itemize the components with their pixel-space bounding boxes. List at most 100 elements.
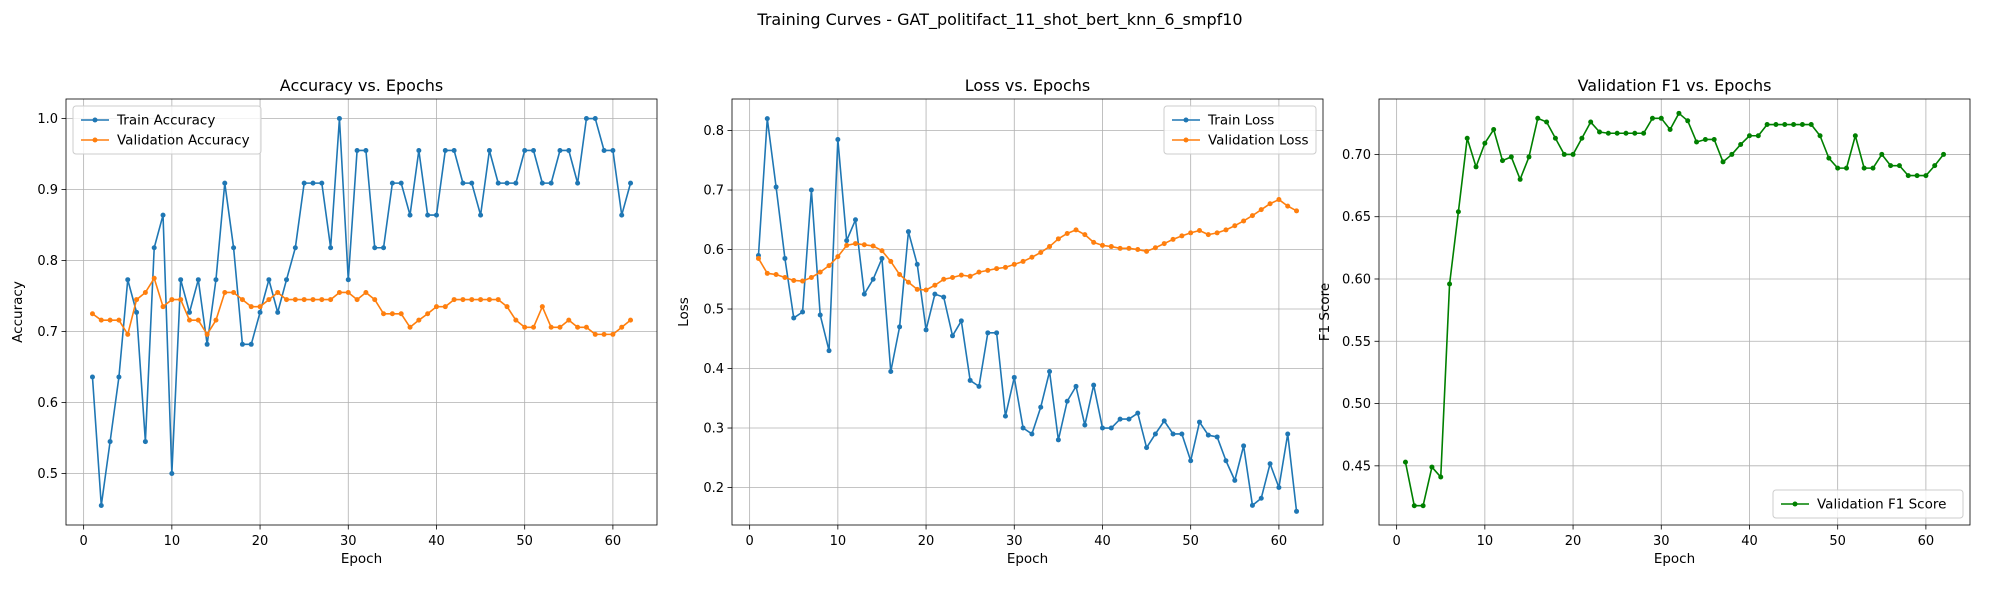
data-point <box>566 147 572 153</box>
data-point <box>433 212 439 218</box>
data-point <box>1064 398 1070 404</box>
data-point <box>1002 413 1008 419</box>
data-point <box>1579 135 1585 141</box>
x-tick-label: 60 <box>1271 534 1288 549</box>
data-point <box>1267 461 1273 467</box>
y-tick-label: 0.6 <box>703 243 724 258</box>
x-tick-label: 50 <box>1182 534 1199 549</box>
data-point <box>1276 485 1282 491</box>
x-tick-label: 10 <box>164 534 181 549</box>
data-point <box>504 304 510 310</box>
data-point <box>125 331 131 337</box>
data-point <box>186 317 192 323</box>
data-point <box>1188 458 1194 464</box>
data-point <box>1720 159 1726 165</box>
data-point <box>363 289 369 295</box>
data-point <box>354 147 360 153</box>
data-point <box>1923 173 1929 179</box>
legend-box <box>1163 105 1317 155</box>
data-point <box>1152 431 1158 437</box>
x-tick-label: 20 <box>918 534 935 549</box>
data-point <box>107 439 113 445</box>
data-point <box>345 277 351 283</box>
data-point <box>791 315 797 321</box>
data-point <box>1491 127 1497 133</box>
data-point <box>1588 119 1594 125</box>
data-point <box>478 297 484 303</box>
data-point <box>1746 133 1752 139</box>
legend-swatch-marker <box>1183 137 1189 143</box>
data-point <box>755 255 761 261</box>
data-point <box>835 254 841 260</box>
data-point <box>1170 431 1176 437</box>
y-tick-label: 0.8 <box>703 124 724 139</box>
data-point <box>204 341 210 347</box>
y-tick-label: 0.5 <box>703 303 724 318</box>
data-point <box>301 297 307 303</box>
data-point <box>1535 115 1541 121</box>
data-point <box>1641 130 1647 136</box>
data-point <box>1126 245 1132 251</box>
data-point <box>539 180 545 186</box>
data-point <box>548 324 554 330</box>
data-point <box>976 269 982 275</box>
data-point <box>231 245 237 251</box>
data-point <box>1685 118 1691 124</box>
data-point <box>1905 173 1911 179</box>
data-point <box>1161 418 1167 424</box>
y-tick-label: 1.0 <box>37 112 58 127</box>
data-point <box>231 289 237 295</box>
data-point <box>248 304 254 310</box>
accuracy-grid <box>66 99 657 525</box>
data-point <box>213 317 219 323</box>
data-point <box>1852 133 1858 139</box>
figure-title: Training Curves - GAT_politifact_11_shot… <box>756 10 1242 30</box>
series-line <box>757 117 1298 512</box>
data-point <box>416 147 422 153</box>
data-point <box>89 374 95 380</box>
data-point <box>292 245 298 251</box>
data-point <box>1870 165 1876 171</box>
data-point <box>186 309 192 315</box>
data-point <box>905 279 911 285</box>
data-point <box>628 317 634 323</box>
legend-box <box>72 105 262 155</box>
data-point <box>1214 434 1220 440</box>
data-point <box>160 304 166 310</box>
data-point <box>1135 410 1141 416</box>
x-tick-label: 30 <box>1653 534 1670 549</box>
data-point <box>381 245 387 251</box>
data-point <box>897 324 903 330</box>
data-point <box>116 374 122 380</box>
data-point <box>142 289 148 295</box>
data-point <box>469 297 475 303</box>
data-point <box>522 147 528 153</box>
data-point <box>601 147 607 153</box>
data-point <box>1029 254 1035 260</box>
data-point <box>451 297 457 303</box>
loss-chart-title: Loss vs. Epochs <box>965 76 1090 95</box>
data-point <box>1605 130 1611 136</box>
x-tick-label: 0 <box>1393 534 1401 549</box>
data-point <box>275 289 281 295</box>
data-point <box>539 304 545 310</box>
y-tick-label: 0.7 <box>37 325 58 340</box>
data-point <box>310 180 316 186</box>
data-point <box>389 180 395 186</box>
data-point <box>1214 230 1220 236</box>
data-point <box>1649 115 1655 121</box>
data-point <box>1632 130 1638 136</box>
data-point <box>478 212 484 218</box>
data-point <box>1029 431 1035 437</box>
data-point <box>1073 383 1079 389</box>
data-point <box>1570 151 1576 157</box>
data-point <box>266 297 272 303</box>
data-point <box>861 291 867 297</box>
data-point <box>204 331 210 337</box>
data-point <box>1082 422 1088 428</box>
data-point <box>914 286 920 292</box>
data-point <box>451 147 457 153</box>
data-point <box>531 147 537 153</box>
data-point <box>116 317 122 323</box>
data-point <box>345 289 351 295</box>
